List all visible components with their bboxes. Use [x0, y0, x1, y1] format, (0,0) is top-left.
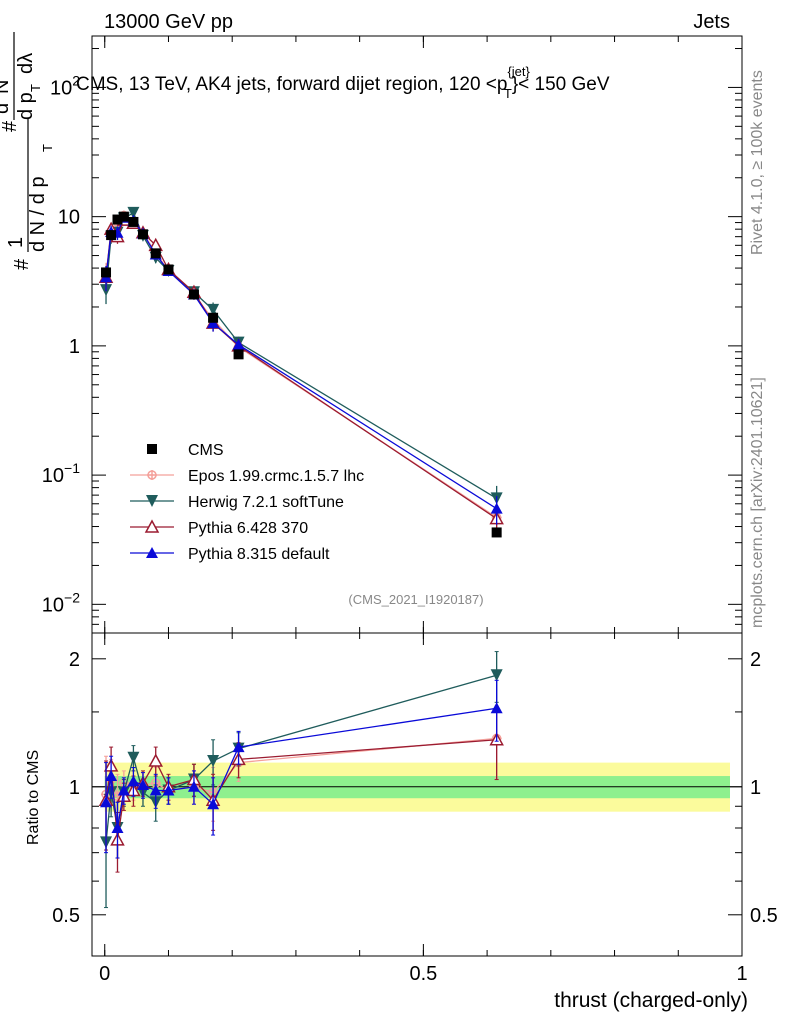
cms-data-point — [491, 527, 502, 538]
svg-text:T: T — [28, 84, 43, 92]
ratio-frame — [91, 632, 743, 957]
ratio-line-4 — [105, 707, 497, 829]
legend-marker — [146, 547, 158, 558]
svg-text:1: 1 — [5, 237, 27, 248]
svg-text:N: N — [0, 80, 13, 94]
legend-marker — [146, 495, 158, 507]
ratio-point — [136, 778, 149, 790]
y-tick-label: 10 — [58, 207, 80, 229]
svg-text:#: # — [11, 258, 33, 270]
x-tick-label: 0.5 — [409, 963, 437, 985]
series-line-2 — [105, 211, 497, 499]
svg-text:dλ: dλ — [15, 53, 37, 74]
analysis-id: (CMS_2021_I1920187) — [348, 592, 483, 607]
main-frame — [91, 35, 743, 634]
ratio-tick-label: 2 — [69, 649, 80, 671]
ratio-line-1 — [105, 737, 497, 798]
legend-label: CMS — [188, 442, 224, 459]
ratio-point — [117, 784, 130, 796]
cms-data-point — [106, 230, 117, 241]
plot-title: CMS, 13 TeV, AK4 jets, forward dijet reg… — [76, 64, 610, 101]
x-axis-label: thrust (charged-only) — [554, 989, 748, 1012]
ratio-line-2 — [105, 674, 497, 843]
svg-text:2: 2 — [0, 95, 1, 102]
ratio-tick-label-right: 1 — [750, 777, 761, 799]
ratio-point — [105, 770, 118, 782]
ratio-point — [148, 753, 163, 767]
x-tick-label: 1 — [736, 963, 747, 985]
data-marks — [98, 206, 504, 909]
ratio-tick-label-right: 2 — [750, 649, 761, 671]
ratio-point — [232, 741, 245, 753]
svg-text:#: # — [0, 120, 21, 132]
data-point — [232, 338, 245, 350]
ratio-point — [127, 775, 140, 787]
ratio-point — [111, 822, 124, 834]
ratio-point — [490, 669, 503, 682]
rivet-label: Rivet 4.1.0, ≥ 100k events — [749, 70, 766, 255]
cms-data-point — [188, 289, 199, 300]
data-point — [490, 502, 503, 514]
ratio-point — [149, 784, 162, 796]
y-axis-label-main: # 1 d N / d p T # d 2 N d p T dλ — [0, 32, 55, 270]
cms-data-point — [150, 248, 161, 259]
ratio-point — [490, 702, 503, 714]
cms-data-point — [101, 267, 112, 278]
ratio-point — [187, 780, 200, 792]
legend-marker — [147, 470, 157, 480]
ratio-point — [162, 784, 175, 796]
ratio-point — [127, 751, 140, 764]
cms-data-point — [112, 214, 123, 225]
legend-label: Herwig 7.2.1 softTune — [188, 494, 344, 511]
svg-text:T: T — [40, 144, 55, 152]
legend-marker — [147, 444, 157, 454]
jets-label: Jets — [693, 11, 730, 33]
data-point — [127, 206, 140, 219]
legend-label: Epos 1.99.crmc.1.5.7 lhc — [188, 468, 364, 485]
legend-label: Pythia 8.315 default — [188, 546, 330, 563]
cms-data-point — [137, 229, 148, 240]
y-tick-label: 10−1 — [42, 460, 80, 487]
cms-data-point — [128, 216, 139, 227]
y-tick-label: 1 — [69, 336, 80, 358]
legend-marker — [144, 519, 160, 533]
ratio-tick-label: 1 — [69, 777, 80, 799]
svg-text:d p: d p — [15, 92, 37, 120]
cms-data-point — [163, 264, 174, 275]
ratio-tick-label-right: 0.5 — [750, 905, 778, 927]
y-tick-label: 102 — [50, 72, 80, 99]
energy-label: 13000 GeV pp — [104, 11, 233, 33]
ratio-point — [207, 754, 220, 767]
cms-data-point — [208, 312, 219, 323]
svg-text:d N / d p: d N / d p — [27, 176, 49, 252]
svg-text:d: d — [0, 103, 13, 114]
ratio-point — [100, 796, 113, 808]
x-tick-label: 0 — [99, 963, 110, 985]
y-axis-label-ratio: Ratio to CMS — [25, 750, 42, 845]
cms-data-point — [233, 349, 244, 360]
legend: CMS Epos 1.99.crmc.1.5.7 lhc Herwig 7.2.1 … — [130, 442, 364, 563]
cms-data-point — [118, 211, 129, 222]
axis-ticks: 0 0.5 1 102 10 1 10−1 10−2 2 2 1 1 0.5 0.5 — [42, 36, 778, 985]
mcplots-label: mcplots.cern.ch [arXiv:2401.10621] — [749, 377, 766, 628]
data-point — [207, 303, 220, 316]
ratio-point — [207, 798, 220, 810]
ratio-tick-label: 0.5 — [52, 905, 80, 927]
legend-label: Pythia 6.428 370 — [188, 520, 308, 537]
y-tick-label: 10−2 — [42, 589, 80, 616]
